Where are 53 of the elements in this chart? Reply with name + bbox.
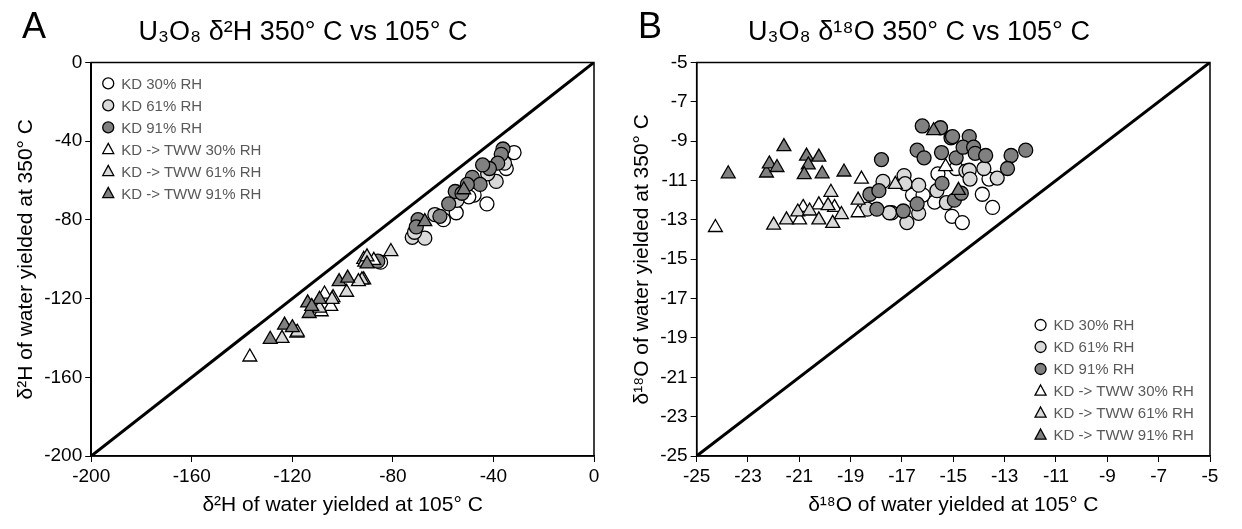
y-tick-label: 0 (71, 50, 83, 72)
y-tick-label: -17 (660, 286, 688, 308)
legend-label: KD 91% RH (121, 118, 203, 136)
chart-title: U₃O₈ δ¹⁸O 350° C vs 105° C (748, 15, 1090, 46)
x-axis-title: δ¹⁸O of water yielded at 105° C (808, 492, 1099, 516)
y-tick-label: -40 (54, 129, 83, 151)
text: B (638, 4, 663, 46)
y-tick-label: -13 (660, 208, 688, 230)
y-axis-title: δ²H of water yielded at 350° C (13, 119, 37, 400)
legend-label: KD -> TWW 91% RH (121, 184, 262, 202)
x-tick-label: -200 (72, 464, 111, 486)
legend-label: KD 61% RH (121, 96, 203, 114)
legend-label: KD -> TWW 91% RH (1053, 426, 1194, 444)
x-tick-label: -15 (939, 464, 968, 486)
y-tick-label: -23 (660, 404, 688, 426)
y-tick-label: -7 (670, 89, 688, 111)
text: A (22, 4, 47, 46)
x-tick-label: -21 (785, 464, 814, 486)
x-tick-label: -23 (734, 464, 762, 486)
y-tick-label: -5 (670, 50, 688, 72)
legend-label: KD -> TWW 30% RH (1053, 382, 1194, 400)
y-tick-label: -200 (44, 444, 83, 466)
legend-label: KD 61% RH (1053, 338, 1135, 356)
x-tick-label: -80 (379, 464, 407, 486)
x-tick-label: -7 (1150, 464, 1168, 486)
y-axis-title: δ¹⁸O of water yielded at 350° C (629, 113, 653, 405)
x-tick-label: -5 (1201, 464, 1219, 486)
y-tick-label: -19 (660, 326, 688, 348)
legend-label: KD -> TWW 61% RH (121, 162, 262, 180)
x-axis-title: δ²H of water yielded at 105° C (202, 492, 483, 516)
legend-label: KD -> TWW 30% RH (121, 140, 262, 158)
x-tick-label: -40 (479, 464, 508, 486)
x-tick-label: -11 (1042, 464, 1070, 486)
chart-title: U₃O₈ δ²H 350° C vs 105° C (138, 15, 468, 46)
x-tick-label: -160 (172, 464, 211, 486)
y-tick-label: -80 (54, 208, 83, 230)
x-tick-label: -19 (836, 464, 865, 486)
y-tick-label: -11 (661, 168, 688, 190)
y-tick-label: -160 (44, 365, 83, 387)
y-tick-label: -21 (660, 365, 688, 387)
legend-label: KD -> TWW 61% RH (1053, 404, 1194, 422)
y-tick-label: -9 (670, 129, 688, 151)
y-tick-label: -15 (660, 247, 688, 269)
legend-label: KD 30% RH (121, 74, 203, 92)
x-tick-label: -120 (273, 464, 312, 486)
legend-label: KD 91% RH (1053, 360, 1135, 378)
y-tick-label: -25 (660, 444, 688, 466)
legend-label: KD 30% RH (1053, 316, 1135, 334)
y-tick-label: -120 (44, 286, 83, 308)
x-tick-label: -9 (1098, 464, 1116, 486)
x-tick-label: 0 (588, 464, 600, 486)
x-tick-label: -13 (990, 464, 1019, 486)
x-tick-label: -17 (888, 464, 916, 486)
